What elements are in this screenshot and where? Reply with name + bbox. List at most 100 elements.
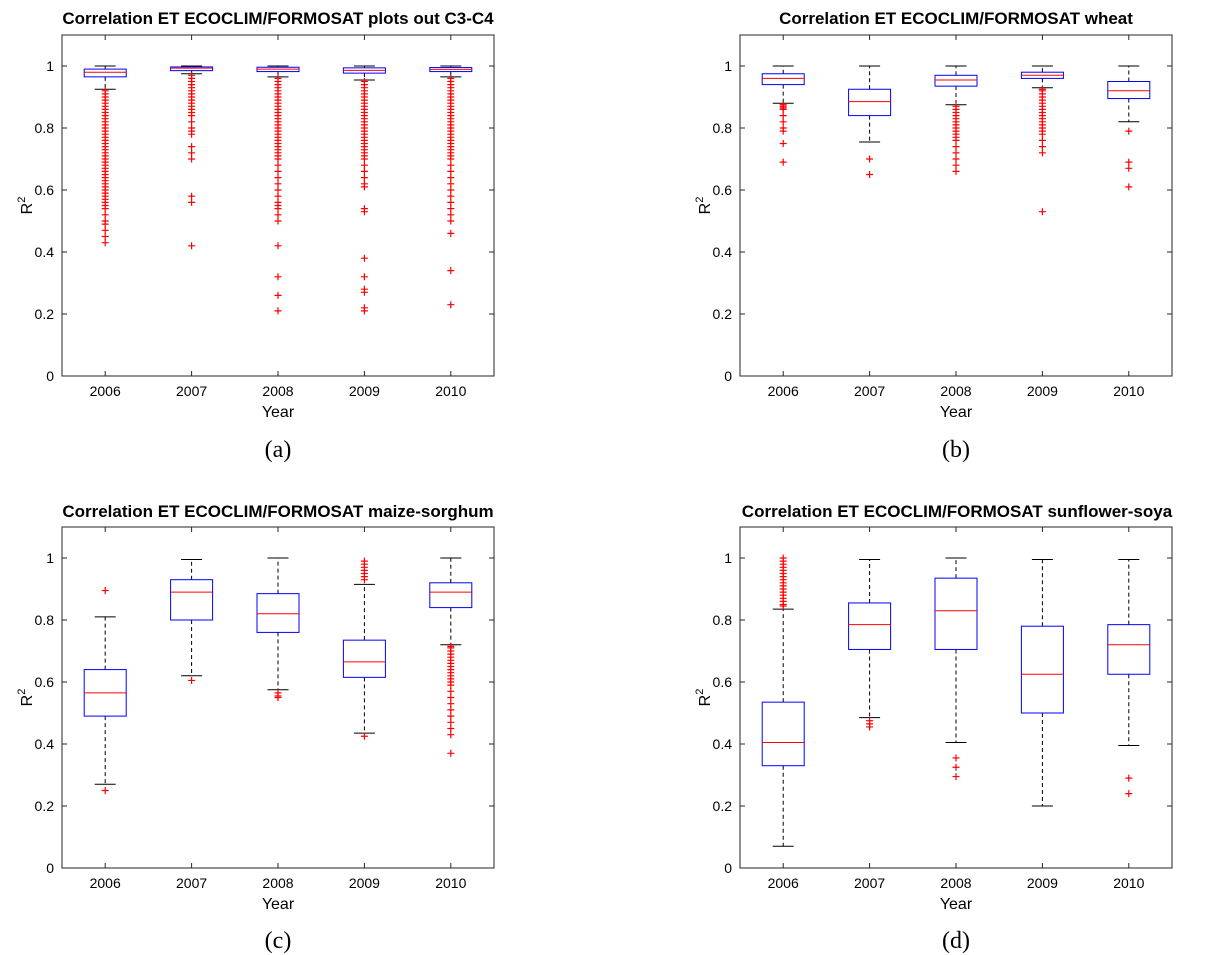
panel-label: (c) bbox=[265, 928, 292, 954]
outlier-point bbox=[188, 143, 196, 151]
box-2008 bbox=[934, 65, 978, 175]
outlier-point bbox=[779, 127, 787, 135]
x-axis-label: Year bbox=[262, 896, 295, 913]
x-tick-label: 2006 bbox=[768, 875, 799, 891]
outlier-point bbox=[188, 112, 196, 120]
outlier-point bbox=[447, 301, 455, 309]
x-tick-label: 2009 bbox=[349, 383, 380, 399]
outlier-point bbox=[274, 180, 282, 188]
x-tick-label: 2008 bbox=[940, 875, 971, 891]
outlier-point bbox=[447, 749, 455, 757]
box-2009 bbox=[1020, 65, 1064, 216]
outlier-point bbox=[1125, 158, 1133, 166]
outlier-point bbox=[952, 155, 960, 163]
outlier-point bbox=[1125, 774, 1133, 782]
y-axis-label: R2 bbox=[694, 197, 714, 215]
outlier-point bbox=[447, 706, 455, 714]
y-tick-label: 0.8 bbox=[35, 612, 55, 628]
y-tick-label: 0.8 bbox=[713, 612, 733, 628]
y-tick-label: 0.2 bbox=[35, 798, 55, 814]
outlier-point bbox=[188, 198, 196, 206]
y-tick-label: 0 bbox=[46, 368, 54, 384]
outlier-point bbox=[360, 208, 368, 216]
x-axis-label: Year bbox=[262, 404, 295, 421]
outlier-point bbox=[447, 229, 455, 237]
x-tick-label: 2007 bbox=[176, 383, 207, 399]
outlier-point bbox=[447, 186, 455, 194]
x-tick-label: 2006 bbox=[768, 383, 799, 399]
box-2007 bbox=[170, 559, 214, 684]
outlier-point bbox=[274, 217, 282, 225]
x-tick-label: 2006 bbox=[90, 383, 121, 399]
box-iqr bbox=[1107, 624, 1151, 675]
outlier-point bbox=[779, 602, 787, 610]
outlier-point bbox=[952, 161, 960, 169]
y-axis-label-superscript: 2 bbox=[16, 197, 28, 203]
x-tick-label: 2010 bbox=[1113, 875, 1144, 891]
box-2010 bbox=[1107, 65, 1151, 191]
outlier-point bbox=[360, 183, 368, 191]
box-2009 bbox=[1020, 559, 1064, 807]
outlier-point bbox=[447, 174, 455, 182]
panel-label: (a) bbox=[265, 437, 292, 463]
outlier-point bbox=[101, 226, 109, 234]
outlier-point bbox=[274, 167, 282, 175]
outlier-point bbox=[447, 725, 455, 732]
box-iqr bbox=[934, 74, 978, 87]
chart-panel-d: 0 0.2 0.4 0.6 0.8 1 2006 2007 2008 2009 2010 Correl… bbox=[694, 502, 1173, 954]
outlier-point bbox=[952, 149, 960, 157]
chart-panel-b: 0 0.2 0.4 0.6 0.8 1 2006 2007 2008 2009 2010 Correl… bbox=[694, 9, 1173, 463]
box-iqr bbox=[934, 577, 978, 650]
outlier-point bbox=[360, 167, 368, 175]
box-iqr bbox=[1020, 625, 1064, 714]
y-tick-label: 0.2 bbox=[713, 306, 733, 322]
outlier-point bbox=[274, 186, 282, 194]
outlier-point bbox=[1038, 130, 1046, 138]
box-iqr bbox=[429, 582, 473, 609]
outlier-point bbox=[866, 171, 874, 178]
x-tick-label: 2007 bbox=[176, 875, 207, 891]
outlier-point bbox=[1038, 136, 1046, 144]
x-tick-label: 2008 bbox=[262, 383, 293, 399]
box-2010 bbox=[1107, 559, 1151, 798]
outlier-point bbox=[274, 211, 282, 219]
outlier-point bbox=[188, 118, 196, 126]
y-axis-label-base: R bbox=[19, 695, 36, 707]
x-tick-label: 2010 bbox=[1113, 383, 1144, 399]
outlier-point bbox=[447, 198, 455, 206]
box-2008 bbox=[934, 557, 978, 781]
box-iqr bbox=[83, 68, 127, 78]
outlier-point bbox=[360, 161, 368, 169]
outlier-point bbox=[188, 192, 196, 200]
outlier-point bbox=[188, 242, 196, 250]
outlier-point bbox=[188, 676, 196, 684]
outlier-point bbox=[1125, 127, 1133, 135]
x-tick-label: 2010 bbox=[435, 875, 466, 891]
outlier-point bbox=[447, 718, 455, 726]
y-tick-label: 0.6 bbox=[35, 674, 55, 690]
chart-panel-a: 0 0.2 0.4 0.6 0.8 1 2006 2007 2008 2009 2010 Correl… bbox=[16, 9, 495, 463]
x-tick-label: 2009 bbox=[349, 875, 380, 891]
box-2006 bbox=[761, 554, 805, 847]
outlier-point bbox=[952, 754, 960, 762]
y-tick-label: 0 bbox=[46, 860, 54, 876]
outlier-point bbox=[1038, 208, 1046, 216]
outlier-point bbox=[952, 773, 960, 781]
outlier-point bbox=[274, 291, 282, 299]
y-tick-label: 0.6 bbox=[713, 674, 733, 690]
outlier-point bbox=[360, 174, 368, 182]
outlier-point bbox=[1038, 149, 1046, 157]
outlier-point bbox=[360, 273, 368, 281]
outlier-point bbox=[101, 233, 109, 240]
y-axis-label: R2 bbox=[694, 689, 714, 707]
box-iqr bbox=[342, 639, 386, 678]
y-tick-label: 0.6 bbox=[35, 182, 55, 198]
outlier-point bbox=[447, 731, 455, 739]
outlier-point bbox=[101, 220, 109, 228]
box-2007 bbox=[170, 65, 214, 250]
box-2009 bbox=[342, 557, 386, 740]
outlier-point bbox=[866, 723, 874, 731]
panel-label: (d) bbox=[942, 928, 970, 954]
y-tick-label: 1 bbox=[724, 550, 732, 566]
outlier-point bbox=[360, 732, 368, 740]
